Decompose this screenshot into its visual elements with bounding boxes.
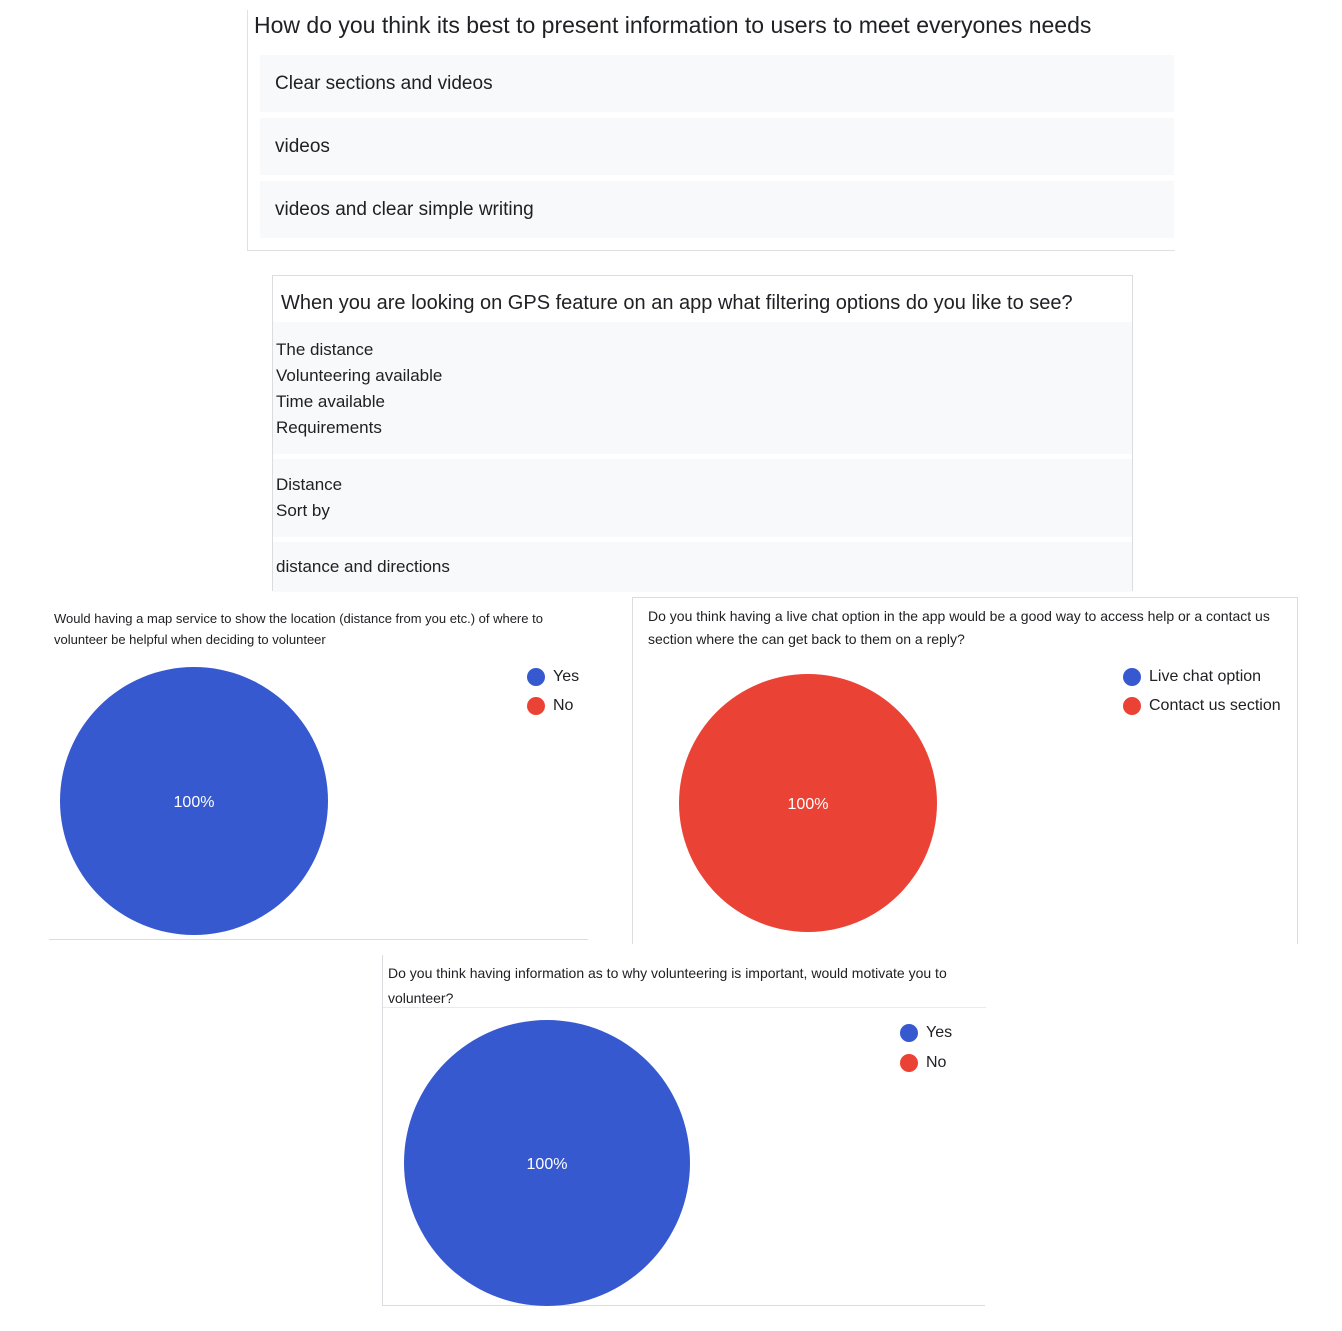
pie-chart-panel-live-chat: Do you think having a live chat option i…	[632, 597, 1298, 944]
legend-label: Yes	[553, 668, 580, 685]
pie-slice-contact-us-section	[679, 674, 937, 932]
response-line: Distance	[276, 475, 343, 494]
response-line: distance and directions	[276, 557, 450, 576]
legend-swatch-red	[1123, 697, 1141, 715]
response-line: The distance	[276, 340, 374, 359]
legend-swatch-blue	[1123, 668, 1141, 686]
legend-swatch-blue	[527, 668, 545, 686]
response-item: The distance Volunteering available Time…	[273, 322, 1132, 454]
response-item: Clear sections and videos	[260, 55, 1174, 112]
response-line: Time available	[276, 392, 385, 411]
response-line: Sort by	[276, 501, 330, 520]
pie-slice-yes	[404, 1020, 690, 1306]
legend-item: Live chat option	[1123, 668, 1261, 686]
responses-panel-presentation: How do you think its best to present inf…	[247, 10, 1175, 251]
response-item: distance and directions	[273, 542, 1132, 592]
response-line: Requirements	[276, 418, 382, 437]
legend-swatch-blue	[900, 1024, 918, 1042]
legend-swatch-red	[900, 1054, 918, 1072]
legend-item: Yes	[900, 1024, 952, 1042]
divider	[383, 1007, 986, 1008]
legend-item: No	[527, 697, 573, 715]
legend-swatch-red	[527, 697, 545, 715]
legend-label: Yes	[926, 1024, 953, 1041]
chart-title: Do you think having a live chat option i…	[648, 608, 1270, 647]
legend-label: Contact us section	[1149, 697, 1281, 714]
legend-item: No	[900, 1054, 946, 1072]
pie-chart: 100%	[404, 1020, 690, 1306]
legend-label: Live chat option	[1149, 668, 1262, 685]
responses-panel-gps-filters: When you are looking on GPS feature on a…	[272, 275, 1133, 592]
pie-chart: 100%	[60, 667, 328, 935]
legend-label: No	[553, 697, 574, 714]
legend-item: Contact us section	[1123, 697, 1281, 715]
pie-slice-label: 100%	[174, 794, 215, 811]
legend-item: Yes	[527, 668, 579, 686]
legend-label: No	[926, 1054, 947, 1071]
response-item: videos and clear simple writing	[260, 181, 1174, 238]
pie-slice-label: 100%	[788, 796, 829, 813]
response-line: Volunteering available	[276, 366, 443, 385]
pie-slice-label: 100%	[527, 1156, 568, 1173]
pie-chart: 100%	[679, 674, 937, 932]
question-title: When you are looking on GPS feature on a…	[281, 292, 1073, 314]
response-item: videos	[260, 118, 1174, 175]
question-title: How do you think its best to present inf…	[254, 12, 1092, 38]
pie-slice-yes	[60, 667, 328, 935]
pie-chart-panel-motivation: Do you think having information as to wh…	[382, 955, 986, 1306]
chart-title: Do you think having information as to wh…	[388, 965, 947, 1006]
chart-title: Would having a map service to show the l…	[54, 611, 543, 647]
pie-chart-panel-map-service: Would having a map service to show the l…	[49, 598, 588, 940]
response-item: Distance Sort by	[273, 459, 1132, 537]
